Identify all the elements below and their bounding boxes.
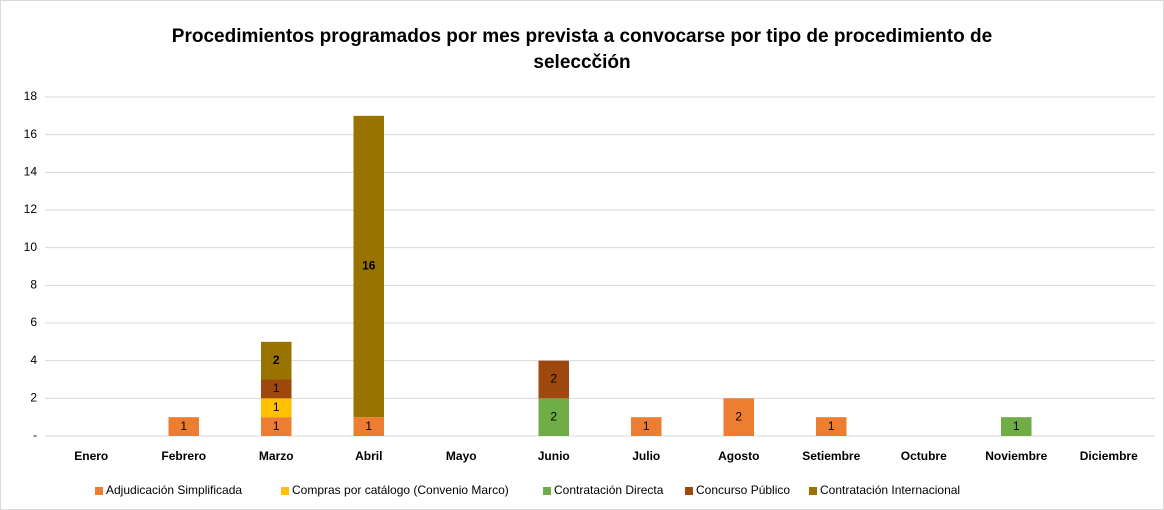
- bar-segment: [260, 341, 292, 380]
- y-tick-label: -: [33, 428, 37, 442]
- y-tick-label: 12: [24, 202, 38, 216]
- data-label: 2: [735, 409, 742, 423]
- x-tick-label: Setiembre: [802, 449, 860, 463]
- bar-segment: [260, 417, 292, 436]
- y-tick-label: 10: [24, 240, 38, 254]
- legend-label: Compras por catálogo (Convenio Marco): [292, 483, 509, 497]
- legend-swatch: [281, 487, 289, 495]
- x-tick-label: Abril: [355, 449, 382, 463]
- bar-segment: [538, 398, 570, 436]
- legend-label: Adjudicación Simplificada: [106, 483, 242, 497]
- legend-label: Contratación Directa: [554, 483, 664, 497]
- bar-segment: [1000, 417, 1032, 436]
- x-tick-label: Noviembre: [985, 449, 1047, 463]
- bar-segment: [168, 417, 200, 436]
- data-label: 1: [180, 419, 187, 433]
- chart-title: Procedimientos programados por mes previ…: [171, 26, 993, 73]
- data-label: 1: [1013, 419, 1020, 433]
- bar-segment: [723, 398, 755, 436]
- legend-label: Concurso Público: [696, 483, 790, 497]
- y-tick-label: 6: [30, 315, 37, 329]
- y-tick-label: 2: [30, 391, 37, 405]
- bar-segment: [630, 417, 662, 436]
- data-label: 16: [362, 259, 376, 273]
- bar-segment: [260, 379, 292, 399]
- legend-label: Contratación Internacional: [820, 483, 960, 497]
- data-label: 1: [365, 419, 372, 433]
- x-tick-label: Diciembre: [1080, 449, 1138, 463]
- data-label: 1: [273, 400, 280, 414]
- legend-swatch: [809, 487, 817, 495]
- y-tick-label: 4: [30, 353, 37, 367]
- x-tick-label: Octubre: [901, 449, 947, 463]
- legend-swatch: [543, 487, 551, 495]
- bar-segment: [538, 360, 570, 399]
- y-tick-label: 8: [30, 278, 37, 292]
- x-tick-label: Febrero: [161, 449, 206, 463]
- x-tick-label: Agosto: [718, 449, 759, 463]
- data-label: 1: [643, 419, 650, 433]
- bar-segment: [815, 417, 847, 436]
- y-tick-label: 18: [24, 89, 38, 103]
- bar-segment: [260, 398, 292, 418]
- data-label: 1: [273, 419, 280, 433]
- x-tick-label: Mayo: [446, 449, 477, 463]
- data-label: 1: [828, 419, 835, 433]
- y-tick-label: 14: [24, 165, 38, 179]
- legend-swatch: [685, 487, 693, 495]
- data-label: 2: [550, 409, 557, 423]
- bar-segment: [353, 115, 385, 418]
- x-tick-label: Junio: [538, 449, 570, 463]
- x-tick-label: Julio: [632, 449, 660, 463]
- y-tick-label: 16: [24, 127, 38, 141]
- legend-swatch: [95, 487, 103, 495]
- data-label: 2: [273, 353, 280, 367]
- x-tick-label: Enero: [74, 449, 108, 463]
- data-label: 1: [273, 381, 280, 395]
- x-tick-label: Marzo: [259, 449, 294, 463]
- data-label: 2: [550, 372, 557, 386]
- bar-segment: [353, 417, 385, 436]
